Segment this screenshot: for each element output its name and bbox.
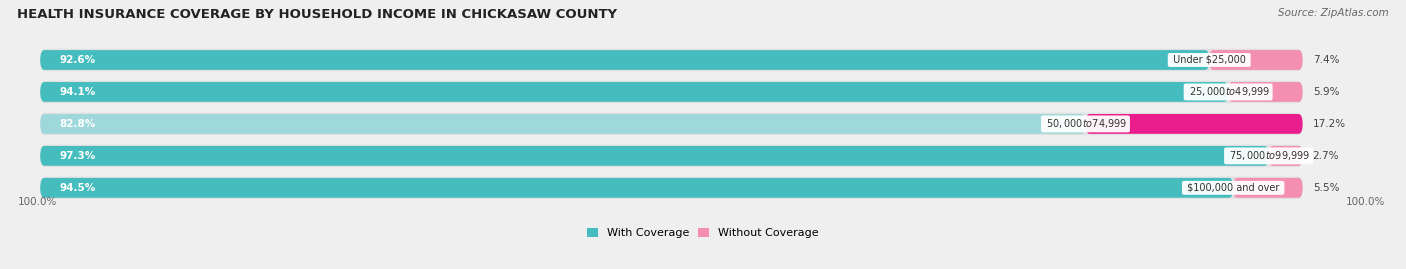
FancyBboxPatch shape — [1209, 50, 1302, 70]
Text: Under $25,000: Under $25,000 — [1170, 55, 1249, 65]
FancyBboxPatch shape — [41, 177, 1302, 199]
FancyBboxPatch shape — [41, 49, 1302, 71]
FancyBboxPatch shape — [41, 178, 1233, 198]
FancyBboxPatch shape — [41, 145, 1302, 167]
FancyBboxPatch shape — [41, 50, 1209, 70]
Text: $25,000 to $49,999: $25,000 to $49,999 — [1185, 86, 1271, 98]
FancyBboxPatch shape — [1233, 178, 1302, 198]
FancyBboxPatch shape — [1229, 82, 1302, 102]
Text: $100,000 and over: $100,000 and over — [1184, 183, 1282, 193]
Text: $50,000 to $74,999: $50,000 to $74,999 — [1043, 117, 1128, 130]
FancyBboxPatch shape — [1268, 146, 1302, 166]
FancyBboxPatch shape — [41, 81, 1302, 103]
FancyBboxPatch shape — [41, 113, 1302, 135]
Text: $75,000 to $99,999: $75,000 to $99,999 — [1226, 149, 1310, 162]
Text: 97.3%: 97.3% — [59, 151, 96, 161]
Text: 82.8%: 82.8% — [59, 119, 96, 129]
Text: 100.0%: 100.0% — [1346, 197, 1385, 207]
FancyBboxPatch shape — [41, 82, 1229, 102]
Text: 92.6%: 92.6% — [59, 55, 96, 65]
FancyBboxPatch shape — [41, 114, 1085, 134]
Text: 17.2%: 17.2% — [1313, 119, 1346, 129]
Text: 5.9%: 5.9% — [1313, 87, 1340, 97]
Text: 2.7%: 2.7% — [1313, 151, 1340, 161]
FancyBboxPatch shape — [41, 146, 1268, 166]
Text: 94.1%: 94.1% — [59, 87, 96, 97]
Text: 5.5%: 5.5% — [1313, 183, 1340, 193]
Text: Source: ZipAtlas.com: Source: ZipAtlas.com — [1278, 8, 1389, 18]
Text: 100.0%: 100.0% — [17, 197, 56, 207]
Legend: With Coverage, Without Coverage: With Coverage, Without Coverage — [585, 226, 821, 240]
FancyBboxPatch shape — [1085, 114, 1302, 134]
Text: 94.5%: 94.5% — [59, 183, 96, 193]
Text: HEALTH INSURANCE COVERAGE BY HOUSEHOLD INCOME IN CHICKASAW COUNTY: HEALTH INSURANCE COVERAGE BY HOUSEHOLD I… — [17, 8, 617, 21]
Text: 7.4%: 7.4% — [1313, 55, 1340, 65]
